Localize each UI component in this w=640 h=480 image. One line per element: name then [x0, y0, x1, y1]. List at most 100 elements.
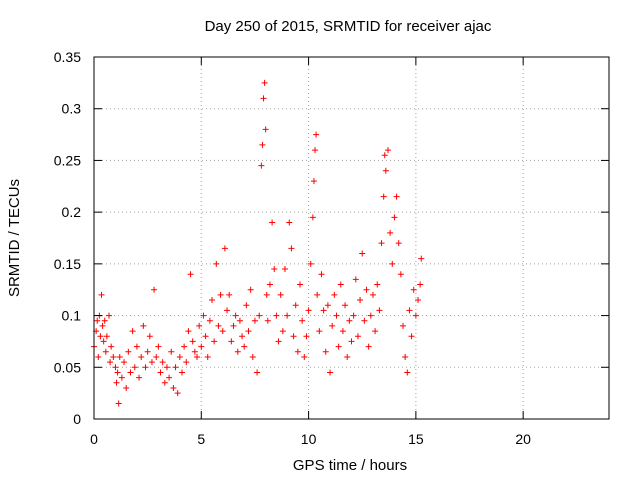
- data-point: [209, 297, 216, 304]
- data-point: [234, 348, 241, 355]
- data-point: [245, 328, 252, 335]
- data-point: [350, 312, 357, 319]
- x-tick-label: 5: [197, 431, 205, 447]
- y-tick-label: 0.25: [54, 152, 81, 168]
- data-point: [211, 338, 218, 345]
- data-point: [140, 322, 147, 329]
- data-point: [339, 328, 346, 335]
- data-point: [148, 359, 155, 366]
- data-point: [121, 359, 128, 366]
- data-point: [266, 281, 273, 288]
- data-point: [129, 328, 136, 335]
- x-tick-label: 0: [90, 431, 98, 447]
- data-point: [342, 302, 349, 309]
- data-point: [305, 307, 312, 314]
- x-axis-label: GPS time / hours: [293, 457, 407, 474]
- data-point: [185, 328, 192, 335]
- data-point: [170, 384, 177, 391]
- data-point: [395, 240, 402, 247]
- data-point: [136, 374, 143, 381]
- y-tick-label: 0: [73, 411, 81, 427]
- data-point: [382, 167, 389, 174]
- data-point: [310, 178, 317, 185]
- data-point: [316, 328, 323, 335]
- y-tick-label: 0.1: [62, 308, 82, 324]
- data-point: [163, 364, 170, 371]
- data-point: [213, 260, 220, 267]
- data-point: [378, 240, 385, 247]
- chart-title: Day 250 of 2015, SRMTID for receiver aja…: [205, 18, 492, 35]
- data-point: [389, 260, 396, 267]
- data-point: [381, 152, 388, 159]
- data-point: [247, 286, 254, 293]
- data-point: [183, 359, 190, 366]
- data-point: [393, 193, 400, 200]
- data-point: [281, 266, 288, 273]
- data-point: [215, 322, 222, 329]
- data-point: [352, 276, 359, 283]
- data-point: [275, 338, 282, 345]
- data-point: [102, 348, 109, 355]
- data-point: [387, 229, 394, 236]
- data-point: [236, 317, 243, 324]
- data-point: [189, 338, 196, 345]
- data-point: [263, 291, 270, 298]
- data-point: [344, 353, 351, 360]
- y-tick-label: 0.15: [54, 256, 81, 272]
- data-point: [241, 343, 248, 350]
- data-point: [112, 364, 119, 371]
- data-point: [226, 291, 233, 298]
- data-point: [115, 400, 122, 407]
- y-axis-label: SRMTID / TECUs: [6, 179, 23, 297]
- data-point: [324, 302, 331, 309]
- data-point: [284, 312, 291, 319]
- data-point: [221, 245, 228, 252]
- plot-frame: [93, 56, 610, 420]
- data-point: [365, 343, 372, 350]
- data-point: [98, 291, 105, 298]
- data-point: [204, 353, 211, 360]
- data-point: [269, 219, 276, 226]
- data-point: [202, 333, 209, 340]
- data-point: [417, 281, 424, 288]
- data-point: [380, 193, 387, 200]
- data-point: [320, 307, 327, 314]
- data-point: [322, 348, 329, 355]
- data-point: [406, 307, 413, 314]
- x-tick-label: 15: [408, 431, 424, 447]
- data-point: [273, 312, 280, 319]
- data-point: [249, 353, 256, 360]
- data-point: [200, 312, 207, 319]
- data-point: [191, 348, 198, 355]
- y-tick-label: 0.2: [62, 204, 82, 220]
- data-point: [123, 384, 130, 391]
- data-point: [292, 302, 299, 309]
- data-point: [372, 328, 379, 335]
- data-point: [194, 353, 200, 360]
- data-point: [277, 291, 284, 298]
- data-point: [95, 353, 102, 360]
- data-point: [301, 353, 308, 360]
- data-point: [118, 374, 125, 381]
- y-tick-label: 0.05: [54, 359, 81, 375]
- data-point: [108, 343, 115, 350]
- data-point: [198, 343, 205, 350]
- data-point: [357, 297, 364, 304]
- data-point: [410, 286, 417, 293]
- data-point: [331, 291, 338, 298]
- data-point: [106, 312, 113, 319]
- data-point: [138, 353, 145, 360]
- data-point: [299, 317, 306, 324]
- data-point: [376, 307, 383, 314]
- data-point: [114, 369, 121, 376]
- data-point: [107, 359, 114, 366]
- data-point: [256, 312, 263, 319]
- data-point: [384, 147, 391, 154]
- data-point: [159, 359, 166, 366]
- data-point: [232, 312, 239, 319]
- data-point: [404, 369, 411, 376]
- data-point: [172, 364, 179, 371]
- data-point: [166, 374, 173, 381]
- y-tick-label: 0.3: [62, 101, 82, 117]
- data-point: [348, 338, 355, 345]
